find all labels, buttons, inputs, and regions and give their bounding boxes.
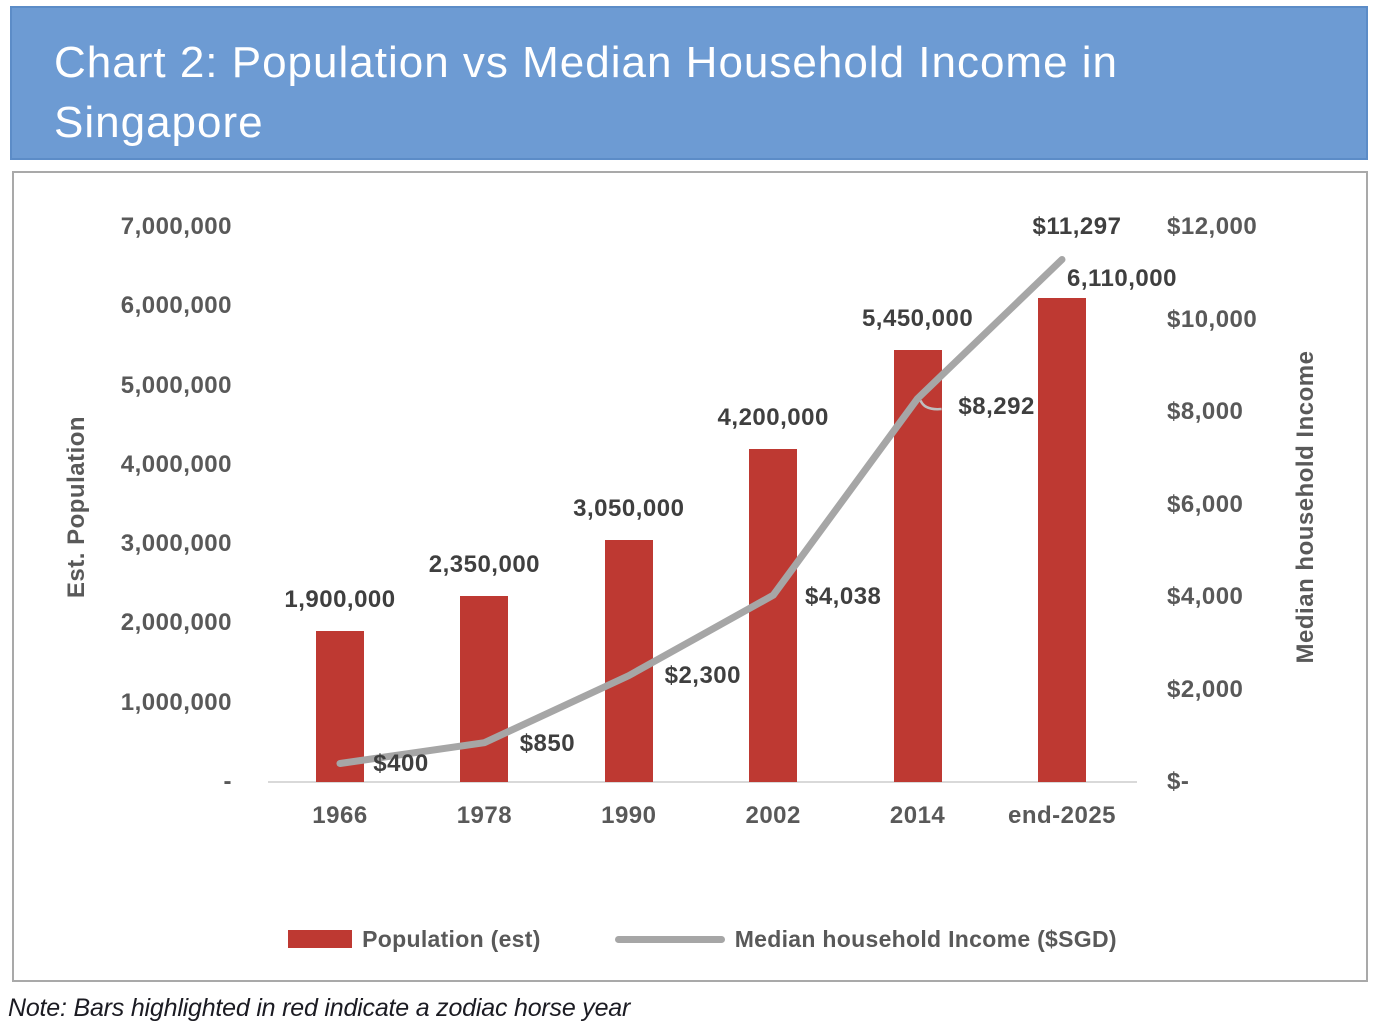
left-axis-tick-label: 6,000,000 [120, 292, 232, 320]
right-axis-tick-label: $8,000 [1167, 398, 1244, 425]
population-data-label: 1,900,000 [284, 586, 396, 614]
population-swatch-icon [288, 930, 353, 948]
income-data-label: $11,297 [1032, 212, 1122, 240]
left-axis-tick-label: 5,000,000 [120, 371, 232, 399]
population-bar-end-2025 [1038, 297, 1086, 782]
left-axis-tick-label: - [223, 767, 232, 795]
left-axis-tick-label: 4,000,000 [120, 450, 232, 478]
right-axis-tick-label: $- [1167, 768, 1190, 795]
population-data-label: 3,050,000 [573, 495, 685, 523]
left-axis-tick-label: 7,000,000 [120, 213, 232, 240]
population-data-label: 6,110,000 [1067, 265, 1177, 292]
chart-title-line-2: Singapore [54, 98, 264, 147]
left-axis-tick-label: 2,000,000 [120, 609, 232, 637]
right-axis-tick-label: $12,000 [1167, 213, 1258, 240]
x-axis-label-end-2025: end-2025 [1007, 802, 1117, 829]
plot-area: Est. Population Median household Income … [14, 173, 1366, 980]
legend-item-income: Median household Income ($SGD) [614, 925, 1117, 953]
income-data-label: $850 [519, 729, 576, 757]
chart-title: Chart 2: Population vs Median Household … [12, 8, 1366, 153]
income-data-label: $400 [373, 749, 429, 777]
population-bar-2002 [749, 449, 798, 782]
x-axis-label-1978: 1978 [456, 802, 513, 829]
chart-title-line-1: Chart 2: Population vs Median Household … [54, 38, 1119, 87]
legend-label-population: Population (est) [362, 925, 541, 952]
x-axis-label-1990: 1990 [601, 802, 657, 829]
population-data-label: 2,350,000 [428, 550, 541, 578]
legend-item-population: Population (est) [288, 926, 541, 953]
legend-label-income: Median household Income ($SGD) [734, 925, 1117, 952]
x-axis-line [268, 781, 1137, 783]
x-axis-label-2002: 2002 [745, 802, 801, 829]
left-axis-tick-label: 3,000,000 [120, 530, 232, 558]
population-data-label: 4,200,000 [717, 404, 829, 431]
chart-area: Est. Population Median household Income … [12, 171, 1368, 982]
income-data-label: $2,300 [664, 661, 741, 689]
right-axis-tick-label: $6,000 [1167, 490, 1244, 518]
left-axis-tick-label: 1,000,000 [120, 688, 232, 716]
right-axis-tick-label: $10,000 [1167, 305, 1258, 333]
income-line-swatch-icon [614, 935, 725, 943]
footnote: Note: Bars highlighted in red indicate a… [8, 994, 631, 1022]
left-axis-title: Est. Population [63, 415, 90, 599]
right-axis-tick-label: $4,000 [1167, 583, 1244, 610]
x-axis-label-1966: 1966 [312, 802, 368, 829]
population-data-label: 5,450,000 [861, 304, 974, 332]
income-data-label: $8,292 [958, 393, 1035, 421]
title-banner: Chart 2: Population vs Median Household … [10, 6, 1368, 160]
right-axis-tick-label: $2,000 [1167, 675, 1244, 703]
income-data-label: $4,038 [804, 583, 882, 611]
x-axis-label-2014: 2014 [889, 802, 946, 829]
legend: Population (est) Median household Income… [268, 922, 1137, 956]
